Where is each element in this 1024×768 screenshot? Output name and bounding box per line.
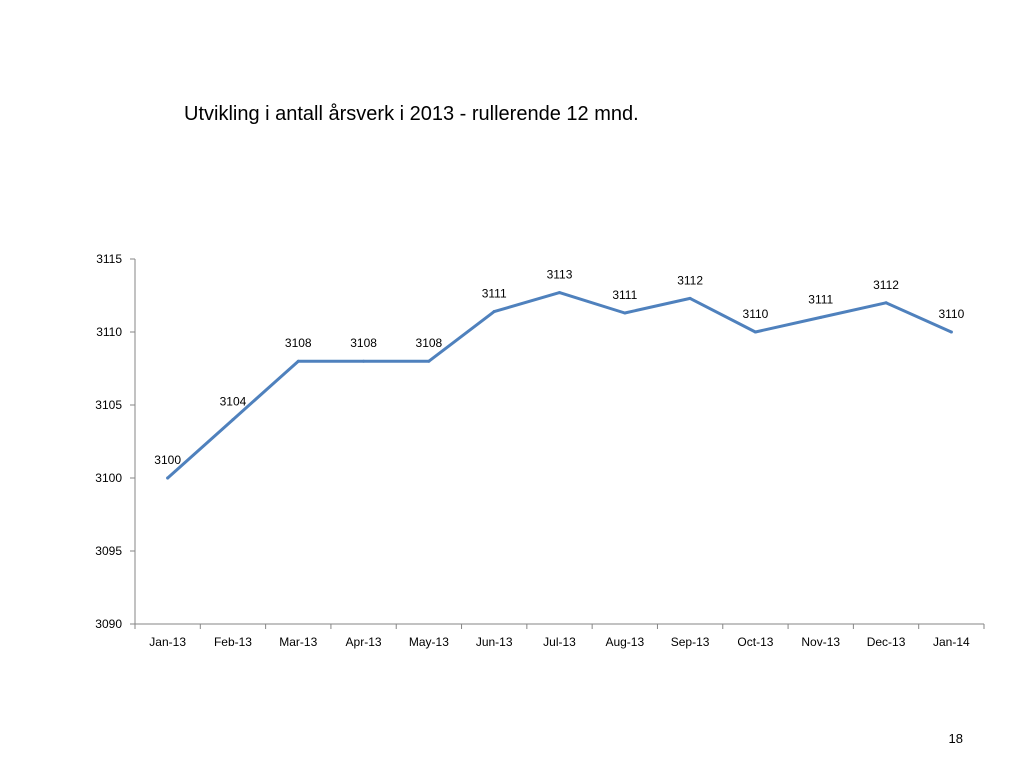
data-label: 3108 bbox=[350, 336, 377, 350]
data-point bbox=[884, 301, 888, 305]
page-number: 18 bbox=[948, 731, 963, 746]
data-point bbox=[492, 310, 496, 314]
x-tick-label: Jun-13 bbox=[476, 635, 513, 649]
y-tick-label: 3095 bbox=[95, 544, 122, 558]
y-tick-label: 3105 bbox=[95, 398, 122, 412]
y-tick-label: 3100 bbox=[95, 471, 122, 485]
data-label: 3112 bbox=[873, 278, 899, 292]
data-point bbox=[231, 418, 235, 422]
data-label: 3112 bbox=[677, 273, 703, 287]
data-label: 3104 bbox=[220, 395, 247, 409]
data-point bbox=[753, 330, 757, 334]
data-label: 3111 bbox=[612, 288, 637, 302]
y-tick-label: 3110 bbox=[96, 325, 122, 339]
x-tick-label: Sep-13 bbox=[671, 635, 710, 649]
data-point bbox=[558, 291, 561, 295]
x-tick-label: Apr-13 bbox=[346, 635, 382, 649]
data-point bbox=[819, 315, 823, 319]
slide-title: Utvikling i antall årsverk i 2013 - rull… bbox=[184, 103, 639, 125]
x-tick-label: Nov-13 bbox=[801, 635, 840, 649]
x-tick-label: Mar-13 bbox=[279, 635, 317, 649]
data-point bbox=[166, 476, 170, 480]
x-tick-label: Aug-13 bbox=[605, 635, 644, 649]
data-label: 3108 bbox=[416, 336, 443, 350]
data-point bbox=[949, 330, 953, 334]
data-label: 3110 bbox=[938, 307, 964, 321]
data-label: 3108 bbox=[285, 336, 312, 350]
y-tick-label: 3115 bbox=[96, 252, 122, 266]
x-tick-label: Jul-13 bbox=[543, 635, 576, 649]
series-line bbox=[166, 291, 953, 480]
data-label: 3100 bbox=[154, 453, 181, 467]
x-tick-label: May-13 bbox=[409, 635, 449, 649]
x-tick-label: Oct-13 bbox=[737, 635, 773, 649]
data-point bbox=[427, 359, 431, 363]
data-label: 3110 bbox=[743, 307, 769, 321]
x-tick-label: Dec-13 bbox=[867, 635, 906, 649]
data-point bbox=[296, 359, 300, 363]
x-tick-label: Jan-13 bbox=[149, 635, 186, 649]
x-tick-label: Feb-13 bbox=[214, 635, 252, 649]
data-point bbox=[362, 359, 366, 363]
data-point bbox=[623, 311, 627, 315]
data-point bbox=[688, 296, 692, 300]
data-label: 3113 bbox=[547, 268, 573, 282]
data-label: 3111 bbox=[482, 287, 507, 301]
data-label: 3111 bbox=[808, 292, 833, 306]
x-tick-label: Jan-14 bbox=[933, 635, 970, 649]
y-tick-label: 3090 bbox=[95, 617, 122, 631]
